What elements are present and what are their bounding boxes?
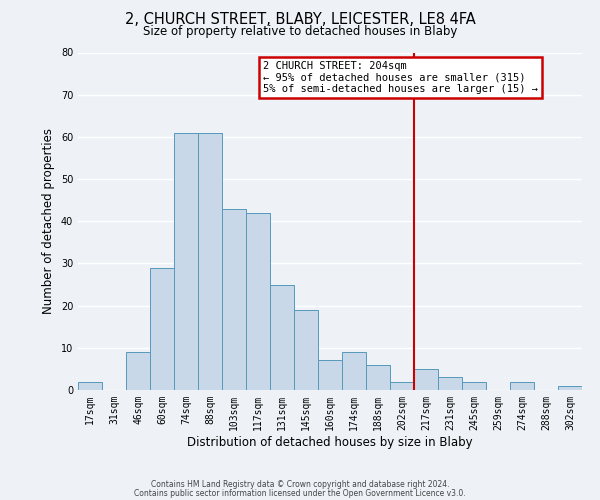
Bar bbox=[558, 386, 582, 390]
Bar bbox=[318, 360, 342, 390]
Bar bbox=[294, 310, 318, 390]
Text: Size of property relative to detached houses in Blaby: Size of property relative to detached ho… bbox=[143, 25, 457, 38]
X-axis label: Distribution of detached houses by size in Blaby: Distribution of detached houses by size … bbox=[187, 436, 473, 448]
Bar bbox=[510, 382, 534, 390]
Bar bbox=[438, 378, 462, 390]
Bar bbox=[342, 352, 366, 390]
Text: Contains public sector information licensed under the Open Government Licence v3: Contains public sector information licen… bbox=[134, 489, 466, 498]
Bar bbox=[246, 213, 270, 390]
Bar bbox=[270, 284, 294, 390]
Bar bbox=[174, 132, 198, 390]
Bar bbox=[390, 382, 414, 390]
Bar bbox=[126, 352, 150, 390]
Text: 2, CHURCH STREET, BLABY, LEICESTER, LE8 4FA: 2, CHURCH STREET, BLABY, LEICESTER, LE8 … bbox=[125, 12, 475, 28]
Y-axis label: Number of detached properties: Number of detached properties bbox=[42, 128, 55, 314]
Bar bbox=[414, 369, 438, 390]
Text: 2 CHURCH STREET: 204sqm
← 95% of detached houses are smaller (315)
5% of semi-de: 2 CHURCH STREET: 204sqm ← 95% of detache… bbox=[263, 61, 538, 94]
Bar bbox=[366, 364, 390, 390]
Text: Contains HM Land Registry data © Crown copyright and database right 2024.: Contains HM Land Registry data © Crown c… bbox=[151, 480, 449, 489]
Bar bbox=[78, 382, 102, 390]
Bar bbox=[150, 268, 174, 390]
Bar bbox=[222, 208, 246, 390]
Bar bbox=[462, 382, 486, 390]
Bar bbox=[198, 132, 222, 390]
